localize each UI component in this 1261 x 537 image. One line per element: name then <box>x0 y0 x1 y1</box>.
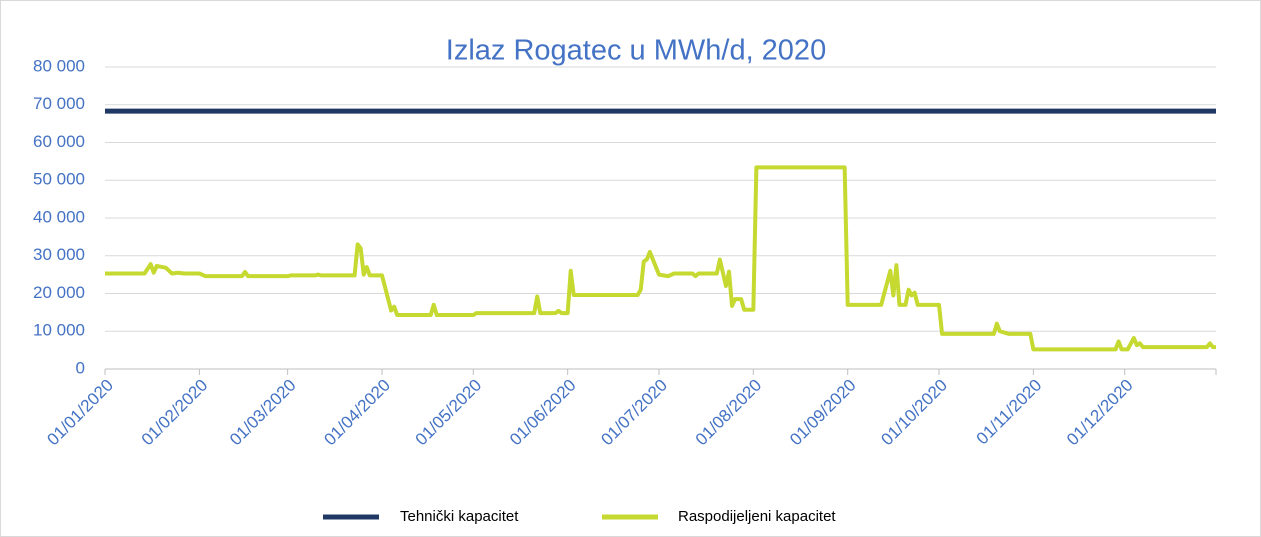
y-tick-label: 80 000 <box>33 56 85 75</box>
y-tick-label: 20 000 <box>33 283 85 302</box>
y-tick-label: 0 <box>76 358 85 377</box>
y-tick-label: 60 000 <box>33 132 85 151</box>
series-line <box>105 165 1216 352</box>
y-tick-label: 50 000 <box>33 170 85 189</box>
y-tick-label: 10 000 <box>33 321 85 340</box>
y-tick-label: 30 000 <box>33 245 85 264</box>
y-tick-label: 70 000 <box>33 94 85 113</box>
legend-label: Raspodijeljeni kapacitet <box>678 508 836 525</box>
chart-title: Izlaz Rogatec u MWh/d, 2020 <box>446 35 826 67</box>
y-tick-label: 40 000 <box>33 207 85 226</box>
legend-label: Tehnički kapacitet <box>400 508 519 525</box>
